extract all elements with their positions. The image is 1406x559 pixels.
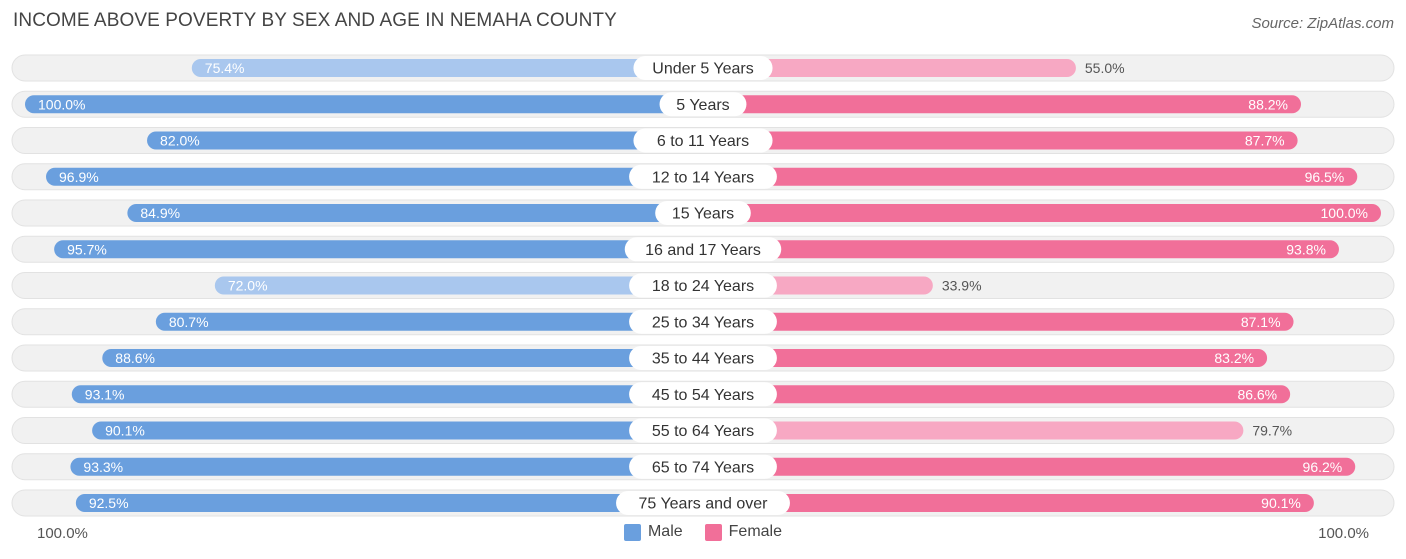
category-label: 6 to 11 Years: [657, 133, 749, 150]
axis-right-label: 100.0%: [1318, 525, 1369, 542]
category-pill: [629, 454, 777, 479]
female-value-label: 100.0%: [1321, 205, 1368, 221]
male-bar: [54, 240, 704, 259]
female-value-label: 86.6%: [1237, 386, 1277, 402]
male-value-label: 75.4%: [205, 60, 245, 76]
male-value-label: 96.9%: [59, 169, 99, 185]
legend-item-male: Male: [623, 523, 683, 541]
female-value-label: 83.2%: [1214, 350, 1254, 366]
female-bar: [703, 385, 1291, 404]
female-value-label: 96.2%: [1303, 459, 1343, 475]
category-pill: [624, 237, 782, 262]
category-label: 55 to 64 Years: [652, 423, 754, 440]
male-value-label: 95.7%: [67, 241, 107, 257]
axis-left-label: 100.0%: [37, 525, 88, 542]
female-value-label: 79.7%: [1252, 423, 1292, 439]
female-value-label: 55.0%: [1085, 60, 1125, 76]
legend-label-male: Male: [647, 523, 683, 540]
female-value-label: 33.9%: [942, 278, 982, 294]
male-bar: [127, 204, 704, 222]
category-pill: [629, 164, 777, 189]
male-bar: [25, 95, 703, 114]
male-value-label: 92.5%: [89, 495, 129, 511]
category-pill: [629, 309, 777, 334]
category-pill: [633, 128, 773, 153]
male-value-label: 90.1%: [105, 423, 145, 439]
female-bar: [703, 95, 1301, 114]
legend-item-female: Female: [704, 523, 783, 541]
category-pill: [655, 201, 751, 225]
category-label: 15 Years: [672, 206, 734, 223]
female-bar: [703, 312, 1294, 331]
legend-swatch-female: [704, 523, 722, 541]
male-value-label: 82.0%: [160, 133, 200, 149]
category-pill: [629, 382, 777, 407]
category-label: Under 5 Years: [652, 61, 753, 78]
male-value-label: 72.0%: [228, 278, 268, 294]
female-value-label: 96.5%: [1305, 169, 1345, 185]
category-label: 35 to 44 Years: [652, 351, 754, 368]
male-bar: [92, 421, 703, 440]
category-label: 45 to 54 Years: [652, 387, 754, 404]
male-bar: [75, 494, 704, 512]
male-bar: [71, 385, 704, 404]
category-pill: [629, 418, 777, 443]
chart-plot: 75.4% 55.0% Under 5 Years 100.0% 88.2% 5 Year…: [11, 54, 1395, 517]
male-bar: [147, 131, 704, 150]
female-bar: [703, 131, 1298, 150]
female-value-label: 87.1%: [1241, 314, 1281, 330]
category-label: 25 to 34 Years: [652, 314, 754, 331]
male-value-label: 93.3%: [83, 459, 123, 475]
male-bar: [46, 167, 703, 186]
category-label: 18 to 24 Years: [652, 278, 754, 295]
category-pill: [633, 56, 773, 80]
male-value-label: 88.6%: [115, 350, 155, 366]
legend: Male Female: [0, 523, 1406, 541]
female-bar: [703, 59, 1076, 77]
male-bar: [102, 349, 704, 367]
female-bar: [703, 494, 1314, 512]
female-bar: [703, 349, 1268, 367]
source-attribution: Source: ZipAtlas.com: [1251, 15, 1394, 32]
female-bar: [703, 240, 1339, 259]
male-bar: [214, 276, 703, 295]
category-pill: [629, 273, 777, 298]
chart-title: INCOME ABOVE POVERTY BY SEX AND AGE IN N…: [13, 10, 617, 31]
male-bar: [155, 312, 703, 331]
legend-label-female: Female: [728, 523, 783, 540]
category-pill: [659, 92, 747, 117]
category-pill: [629, 346, 777, 370]
female-bar: [703, 167, 1358, 186]
category-label: 16 and 17 Years: [645, 242, 761, 259]
female-value-label: 93.8%: [1286, 241, 1326, 257]
female-value-label: 90.1%: [1261, 495, 1301, 511]
male-value-label: 84.9%: [140, 205, 180, 221]
category-label: 65 to 74 Years: [652, 459, 754, 476]
female-bar: [703, 204, 1381, 222]
male-bar: [191, 59, 703, 77]
legend-swatch-male: [623, 523, 641, 541]
female-bar: [703, 457, 1356, 476]
category-pill: [616, 491, 790, 515]
female-value-label: 88.2%: [1248, 96, 1288, 112]
male-value-label: 93.1%: [85, 386, 125, 402]
category-label: 75 Years and over: [639, 496, 769, 513]
male-value-label: 80.7%: [169, 314, 209, 330]
male-value-label: 100.0%: [38, 96, 85, 112]
female-value-label: 87.7%: [1245, 133, 1285, 149]
male-bar: [70, 457, 703, 476]
female-bar: [703, 421, 1244, 440]
category-label: 5 Years: [676, 97, 729, 114]
category-label: 12 to 14 Years: [652, 169, 754, 186]
